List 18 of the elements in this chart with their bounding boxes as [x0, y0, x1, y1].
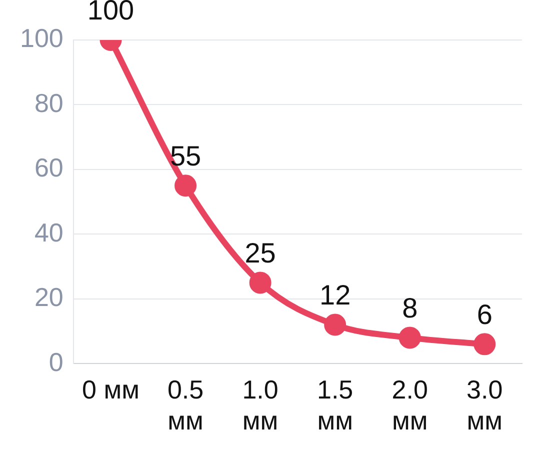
y-tick-label: 40	[34, 217, 64, 248]
y-tick-label: 20	[34, 282, 64, 312]
data-label: 55	[170, 140, 202, 172]
x-tick-label: 3.0 мм	[466, 374, 503, 436]
y-tick-label: 80	[34, 88, 64, 118]
x-tick-label: 1.0 мм	[242, 374, 278, 436]
data-label: 25	[244, 237, 276, 268]
data-label: 8	[402, 292, 418, 324]
x-tick-label: 0 мм	[82, 374, 140, 404]
data-label: 12	[319, 279, 351, 310]
y-tick-label: 60	[34, 152, 64, 183]
x-tick-label: 1.5 мм	[316, 374, 354, 436]
data-label: 100	[87, 0, 134, 26]
y-tick-label: 100	[20, 23, 64, 54]
data-label: 6	[476, 298, 492, 330]
x-tick-label: 2.0 мм	[392, 374, 428, 436]
x-tick-label: 0.5 мм	[167, 374, 204, 436]
y-tick-label: 0	[48, 346, 64, 377]
